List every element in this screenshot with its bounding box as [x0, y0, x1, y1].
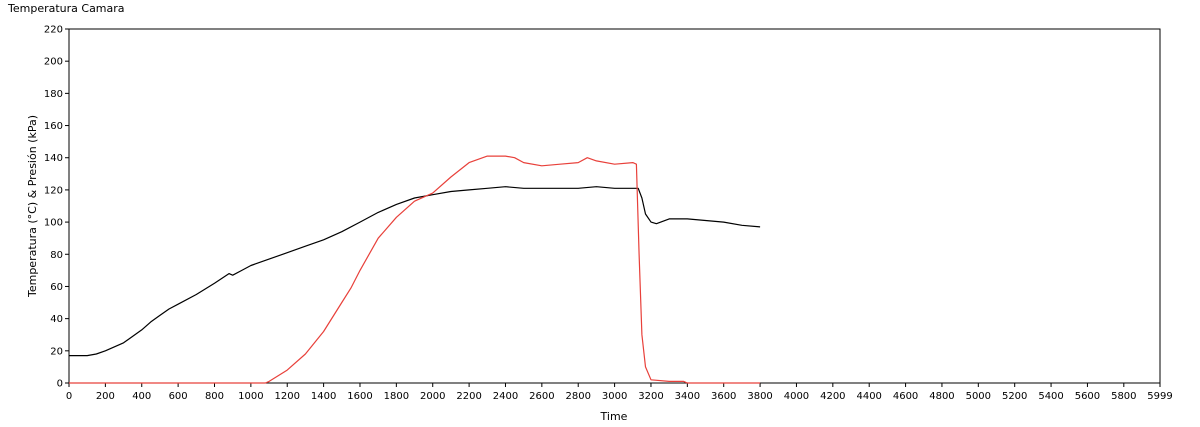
- series-line-2: [69, 155, 761, 384]
- x-tick-label: 5800: [1111, 391, 1136, 402]
- y-tick-label: 160: [44, 121, 63, 132]
- x-tick-label: 2800: [565, 391, 590, 402]
- y-tick-label: 120: [44, 185, 63, 196]
- x-tick-label: 1800: [384, 391, 409, 402]
- plot-area: [68, 28, 1161, 384]
- x-tick-label: 5400: [1038, 391, 1063, 402]
- x-tick-label: 1000: [238, 391, 263, 402]
- x-tick-label: 5999: [1147, 391, 1172, 402]
- x-tick-label: 2400: [493, 391, 518, 402]
- x-tick-label: 2000: [420, 391, 445, 402]
- x-tick-label: 4400: [856, 391, 881, 402]
- x-tick-label: 0: [66, 391, 72, 402]
- series-line-1: [69, 186, 761, 357]
- x-tick-label: 5000: [966, 391, 991, 402]
- x-tick-label: 4600: [893, 391, 918, 402]
- y-tick-label: 100: [44, 218, 63, 229]
- y-tick-label: 40: [50, 314, 63, 325]
- y-tick-label: 200: [44, 57, 63, 68]
- x-tick-label: 3400: [675, 391, 700, 402]
- x-axis-label: Time: [600, 410, 628, 423]
- x-tick-label: 200: [96, 391, 115, 402]
- x-tick-label: 1600: [347, 391, 372, 402]
- x-tick-label: 4800: [929, 391, 954, 402]
- x-tick-label: 1200: [275, 391, 300, 402]
- x-tick-label: 3600: [711, 391, 736, 402]
- x-tick-label: 800: [205, 391, 224, 402]
- x-tick-label: 1400: [311, 391, 336, 402]
- y-tick-label: 180: [44, 89, 63, 100]
- x-tick-label: 3800: [747, 391, 772, 402]
- x-tick-label: 2200: [456, 391, 481, 402]
- y-tick-label: 80: [50, 250, 63, 261]
- y-tick-label: 60: [50, 282, 63, 293]
- x-tick-label: 3200: [638, 391, 663, 402]
- y-axis-label: Temperatura (°C) & Presión (kPa): [26, 115, 39, 298]
- x-tick-label: 4200: [820, 391, 845, 402]
- x-tick-label: 600: [169, 391, 188, 402]
- y-tick-label: 0: [57, 379, 63, 390]
- series-group: [69, 155, 761, 384]
- chart-title: Temperatura Camara: [8, 2, 125, 15]
- x-tick-label: 5600: [1075, 391, 1100, 402]
- x-tick-label: 2600: [529, 391, 554, 402]
- y-tick-label: 140: [44, 153, 63, 164]
- x-tick-label: 400: [132, 391, 151, 402]
- x-tick-label: 3000: [602, 391, 627, 402]
- x-tick-label: 5200: [1002, 391, 1027, 402]
- y-tick-label: 220: [44, 25, 63, 36]
- x-axis: 0 200 400 600 800 1000 1200 1400 1600 1800 2000 220…: [66, 383, 1173, 402]
- y-tick-label: 20: [50, 346, 63, 357]
- y-axis: 0 20 40 60 80 100 120 140 160 180 200 220: [44, 25, 69, 390]
- x-tick-label: 4000: [784, 391, 809, 402]
